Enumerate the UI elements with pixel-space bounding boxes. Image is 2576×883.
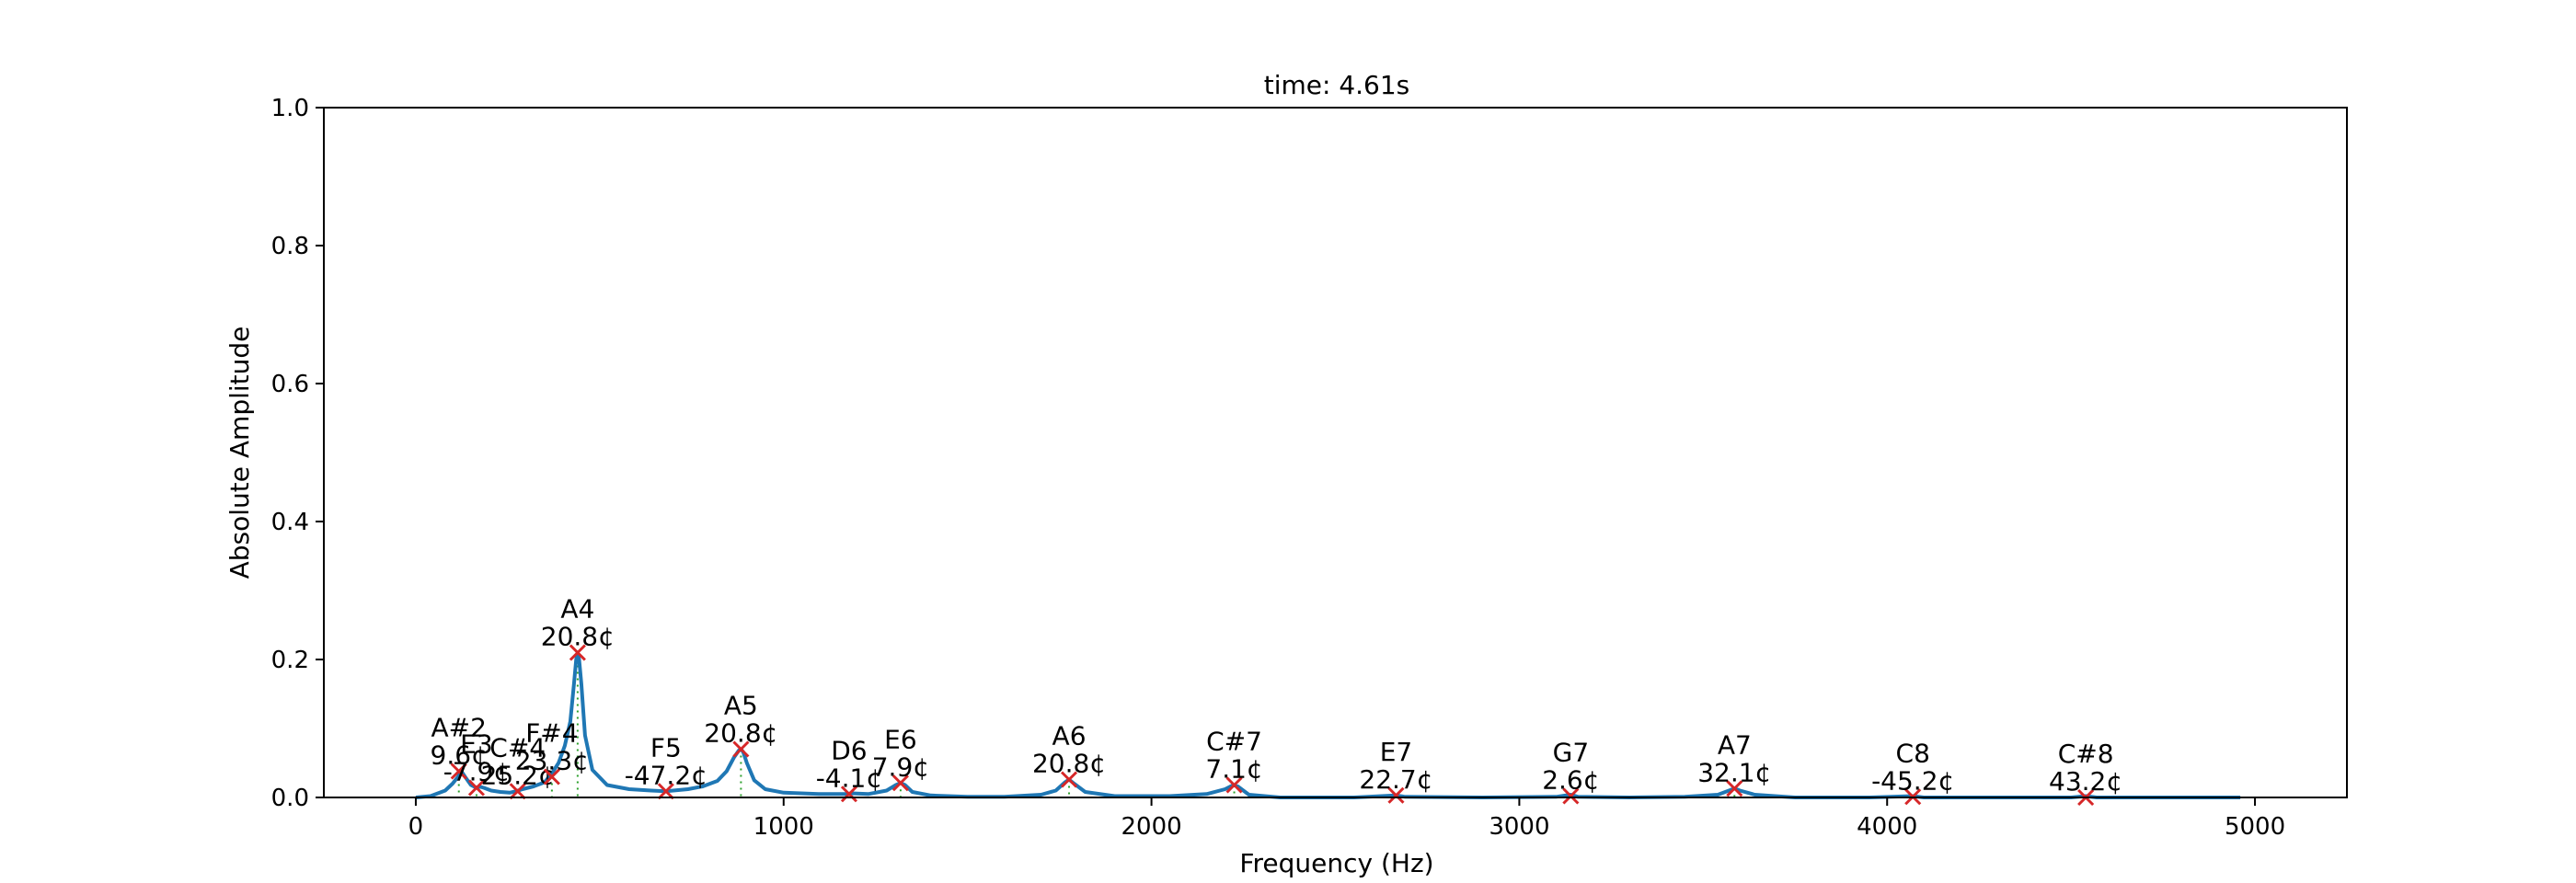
- peak-cents-label: 25.2¢: [481, 760, 555, 790]
- peak-note-label: A4: [560, 594, 594, 625]
- x-tick-label: 3000: [1489, 813, 1549, 841]
- peak-cents-label: -7.9¢: [443, 757, 510, 787]
- chart-title: time: 4.61s: [1264, 70, 1410, 100]
- peak-marker: [543, 768, 560, 786]
- peak-note-label: D6: [831, 735, 867, 765]
- peak-note-label: A6: [1052, 721, 1087, 751]
- peak-cents-label: 9.6¢: [431, 740, 488, 771]
- peak-marker: [1225, 776, 1243, 794]
- peak-cents-label: 20.8¢: [541, 622, 615, 652]
- y-tick-label: 1.0: [271, 95, 309, 122]
- peak-note-label: A7: [1718, 729, 1752, 760]
- peak-cents-label: 7.1¢: [1205, 754, 1262, 785]
- peak-marker: [840, 786, 858, 803]
- peak-marker: [1726, 780, 1743, 797]
- peak-marker: [450, 763, 467, 780]
- peak-note-label: C#8: [2058, 739, 2114, 769]
- peak-note-label: E6: [884, 724, 917, 754]
- y-tick-label: 0.2: [271, 647, 309, 674]
- peak-marker: [891, 774, 909, 792]
- y-tick-label: 0.6: [271, 371, 309, 398]
- peak-cents-label: 7.9¢: [872, 751, 929, 782]
- peak-note-label: A#2: [431, 713, 487, 743]
- peak-cents-label: -4.1¢: [816, 763, 882, 793]
- peak-note-label: F#4: [525, 718, 578, 749]
- peak-note-label: G7: [1553, 738, 1590, 768]
- y-tick-label: 0.4: [271, 509, 309, 536]
- x-tick-label: 2000: [1121, 813, 1182, 841]
- peak-cents-label: 32.1¢: [1697, 757, 1771, 787]
- peak-note-label: C#4: [489, 732, 546, 763]
- x-tick-label: 5000: [2225, 813, 2285, 841]
- x-tick-label: 4000: [1857, 813, 1917, 841]
- peak-cents-label: 22.7¢: [1359, 764, 1432, 795]
- peak-cents-label: -45.2¢: [1871, 765, 1954, 796]
- x-tick-label: 0: [408, 813, 424, 841]
- peak-marker: [509, 783, 526, 800]
- peak-cents-label: 43.2¢: [2049, 766, 2122, 797]
- peak-marker: [1060, 771, 1078, 788]
- peak-note-label: C#7: [1206, 727, 1262, 757]
- peak-cents-label: 2.6¢: [1542, 765, 1599, 796]
- peak-cents-label: 20.8¢: [1032, 749, 1106, 779]
- peak-marker: [732, 740, 750, 758]
- peak-marker: [569, 644, 586, 661]
- peak-note-label: F5: [650, 732, 682, 763]
- plot-area: A#29.6¢E3-7.9¢C#425.2¢F#423.3¢A420.8¢F5-…: [415, 594, 2241, 807]
- peak-marker: [467, 779, 485, 797]
- peak-marker: [1387, 786, 1405, 804]
- y-axis-title: Absolute Amplitude: [224, 327, 255, 579]
- axes-frame: [323, 107, 2348, 798]
- peak-cents-label: 23.3¢: [515, 746, 589, 776]
- peak-cents-label: 20.8¢: [704, 718, 777, 749]
- y-tick-label: 0.0: [271, 785, 309, 812]
- y-axis: 0.0 0.2 0.4 0.6 0.8 1.0: [271, 95, 324, 812]
- peak-note-label: A5: [724, 691, 758, 721]
- peak-cents-label: -47.2¢: [625, 760, 707, 790]
- peak-note-label: E3: [460, 729, 493, 760]
- peak-note-label: E7: [1380, 737, 1413, 767]
- x-axis-title: Frequency (Hz): [1239, 848, 1433, 878]
- peak-marker: [657, 783, 674, 800]
- x-axis: 0 1000 2000 3000 4000 5000: [408, 797, 2285, 841]
- x-tick-label: 1000: [753, 813, 814, 841]
- peak-marker: [1562, 787, 1580, 805]
- peak-note-label: C8: [1896, 738, 1930, 768]
- y-tick-label: 0.8: [271, 233, 309, 260]
